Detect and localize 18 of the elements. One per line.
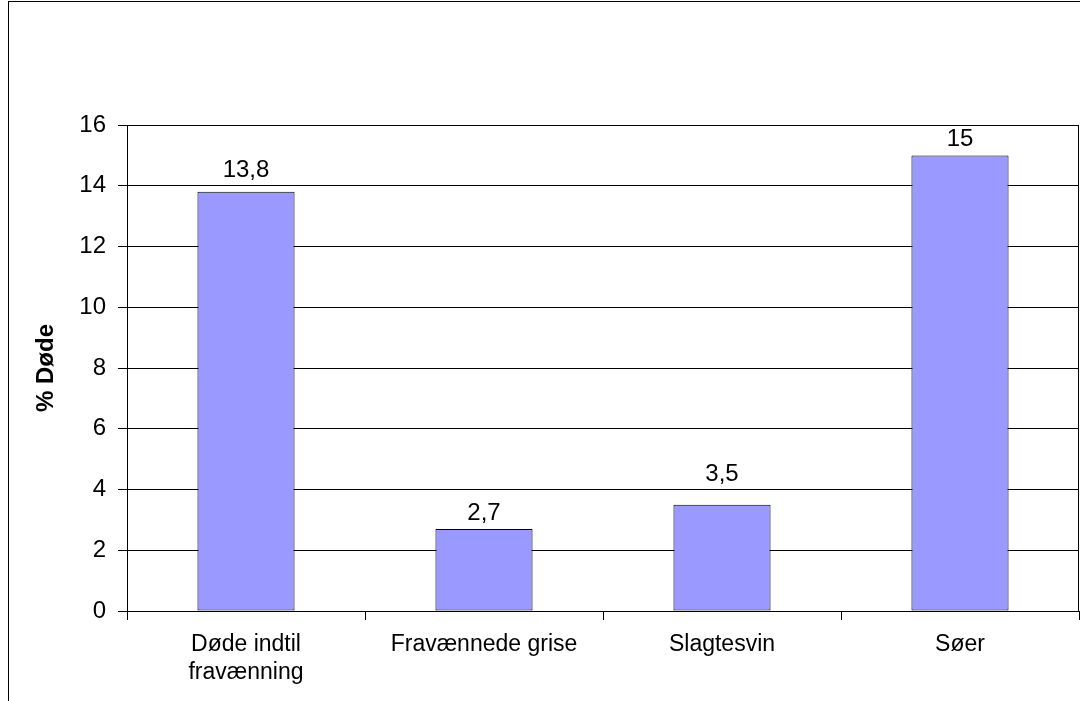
y-tick-label: 0 [92, 595, 106, 623]
x-tick-label: Døde indtil fravænning [188, 629, 304, 685]
y-tick-label: 6 [92, 413, 106, 441]
y-tick-label: 2 [92, 534, 106, 562]
y-tick-label: 16 [79, 109, 106, 137]
y-tick-label: 8 [92, 352, 106, 380]
y-tick-label: 12 [79, 231, 106, 259]
x-tick-label: Fravænnede grise [390, 629, 578, 656]
data-label: 13,8 [222, 154, 270, 182]
x-tick-label: Slagtesvin [668, 629, 776, 656]
x-tick-label: Søer [935, 629, 986, 656]
y-tick-label: 10 [79, 291, 106, 319]
y-tick-label: 14 [79, 170, 106, 198]
data-label: 15 [946, 124, 974, 152]
data-label: 3,5 [705, 458, 739, 486]
y-axis-title: % Døde [31, 323, 59, 413]
y-tick-label: 4 [92, 474, 106, 502]
data-label: 2,7 [467, 497, 501, 525]
